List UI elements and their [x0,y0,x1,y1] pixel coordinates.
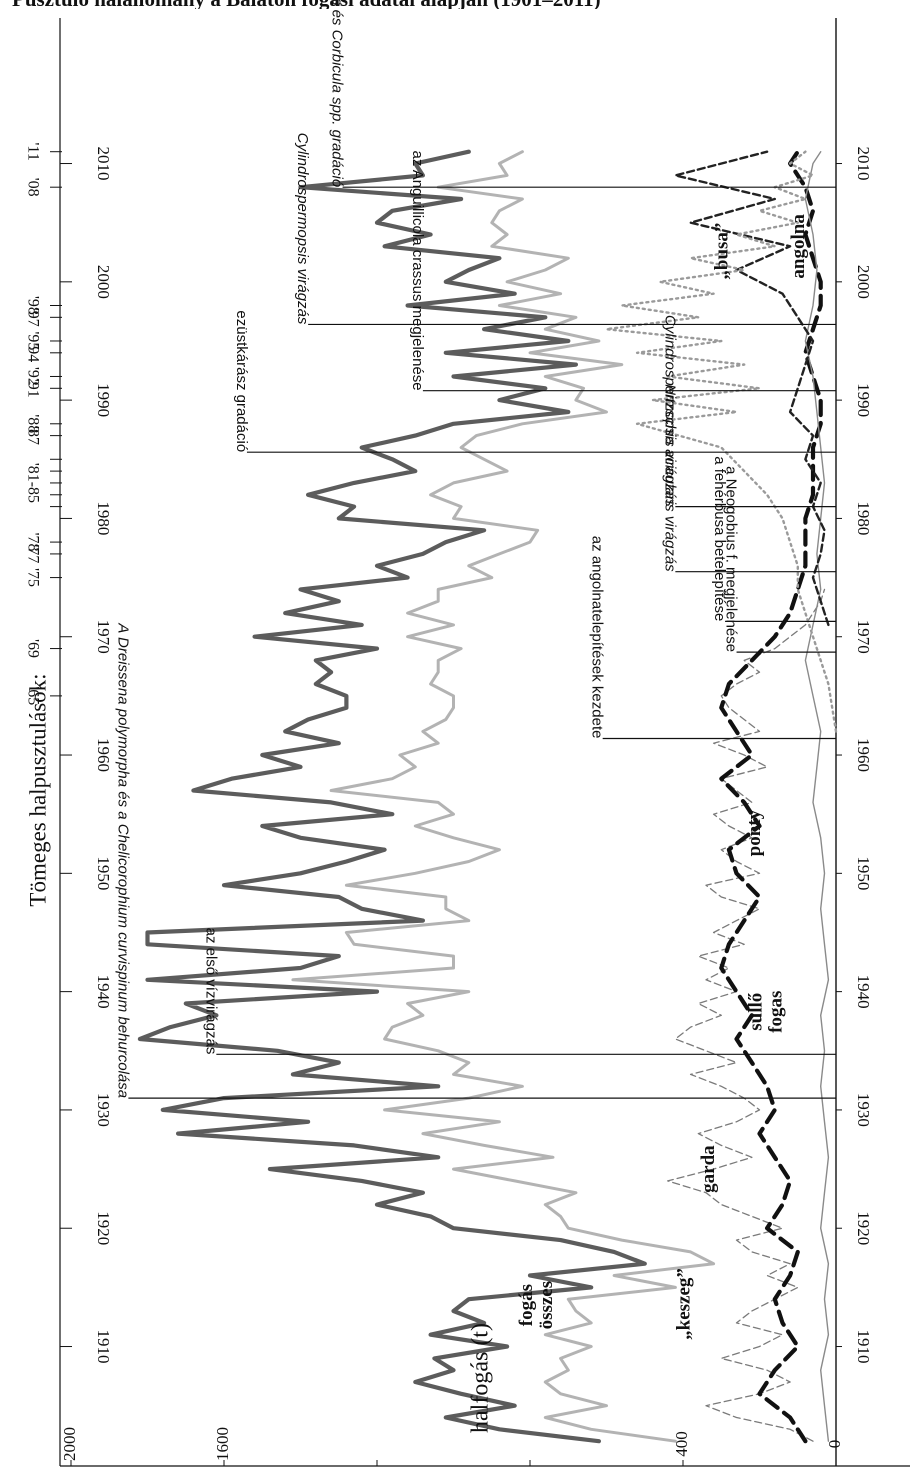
clipped-header-text: Pusztuló halállomány a Balaton fogási ad… [0,0,910,9]
year-tick-label-left: 1930 [94,1093,113,1127]
value-tick-label: 0 [825,1440,844,1449]
year-tick-label: 1970 [854,620,873,654]
series-line [605,150,838,733]
series-label: fogas [766,991,787,1033]
event-year-label: '95 [24,332,41,351]
event-year-label: '81-85 [24,463,41,503]
year-tick-label-left: 1950 [94,856,113,890]
series-label: fogás [516,1284,537,1326]
year-tick-label-left: 1940 [94,975,113,1009]
series-line [137,149,647,1444]
series-label: „keszeg” [673,1268,694,1340]
y-axis-title: halfogás (t) [468,1323,494,1433]
year-tick-label: 1960 [854,738,873,772]
year-tick-label: 1990 [854,383,873,417]
year-tick-label: 1930 [854,1093,873,1127]
year-tick-label-left: 1920 [94,1211,113,1245]
value-tick-label: 1600 [213,1427,232,1461]
event-year-label: '69 [24,639,41,658]
series-label: összes [536,1281,557,1330]
series-label: garda [698,1145,719,1193]
year-tick-label: 1920 [854,1211,873,1245]
year-tick-label-left: 2000 [94,265,113,299]
annotation-text: az első vízvirágzás [202,928,219,1055]
annotation-text: az Anguillicola crassus megjelenése [409,151,426,391]
year-tick-label: 1940 [854,975,873,1009]
annotation-text: az angolnatelepítések kezdete [589,536,606,739]
year-tick-label: 1950 [854,856,873,890]
header-text: Pusztuló halállomány a Balaton fogási ad… [12,0,601,9]
series-label: angolna [788,214,809,279]
annotation-text: A Dreissena polymorpha és a Chelicorophi… [114,622,131,1098]
rotated-layer: 1910 1920 1930 1940 1950 1960 1970 1980 1990 2000… [24,0,873,1461]
annotation-text: Cylindrospermopsis virágzás [294,133,311,325]
event-year-label: '65 [24,686,41,705]
year-tick-label-left: 2010 [94,147,113,181]
series-line [291,150,716,1443]
annotation-text: Cylindrospermopsis virágzás [661,315,678,507]
value-tick-label: 2000 [60,1427,79,1461]
year-tick-label-left: 1960 [94,738,113,772]
year-tick-label-left: 1970 [94,620,113,654]
event-year-label: '87 [24,426,41,445]
series-label: süllő [746,993,767,1031]
annotation-text: a Neogobius f. megjelenése [723,466,740,652]
year-tick-label-left: 1910 [94,1330,113,1364]
series-line [804,150,830,1442]
annotation-text: Nitzschia acicularis virágzás [661,384,678,572]
year-tick-label: 2010 [854,147,873,181]
event-year-label: '77 [24,544,41,563]
year-tick-label: 2000 [854,265,873,299]
annotation-text: a fehérbusa betelepítése [711,456,728,621]
series-label: „busa” [712,223,733,280]
event-year-label: '97 [24,308,41,327]
year-tick-label-left: 1990 [94,383,113,417]
series-line [719,149,823,1444]
event-year-label: '88 [24,414,41,433]
event-year-label: '98 [24,296,41,315]
year-tick-label-left: 1980 [94,501,113,535]
series-line [674,150,830,627]
event-year-label: '11 [24,143,41,161]
event-year-label: '78 [24,533,41,552]
event-year-label: '08 [24,178,41,197]
event-year-label: '75 [24,568,41,587]
series-label: ponty [744,809,765,856]
year-tick-label: 1980 [854,501,873,535]
event-year-label: '92 [24,367,41,386]
mass-fish-death-title: Tömeges halpusztulások: [25,673,50,906]
plot-layer [50,18,910,1467]
annotation-text: ezüstkárász gradáció [233,310,250,452]
value-tick-label: 400 [672,1431,691,1457]
year-tick-label: 1910 [854,1330,873,1364]
event-year-label: '91 [24,379,41,398]
annotation-text: Dreisenna bugensis és Corbicula spp. gra… [329,0,346,187]
event-year-label: '94 [24,343,41,362]
